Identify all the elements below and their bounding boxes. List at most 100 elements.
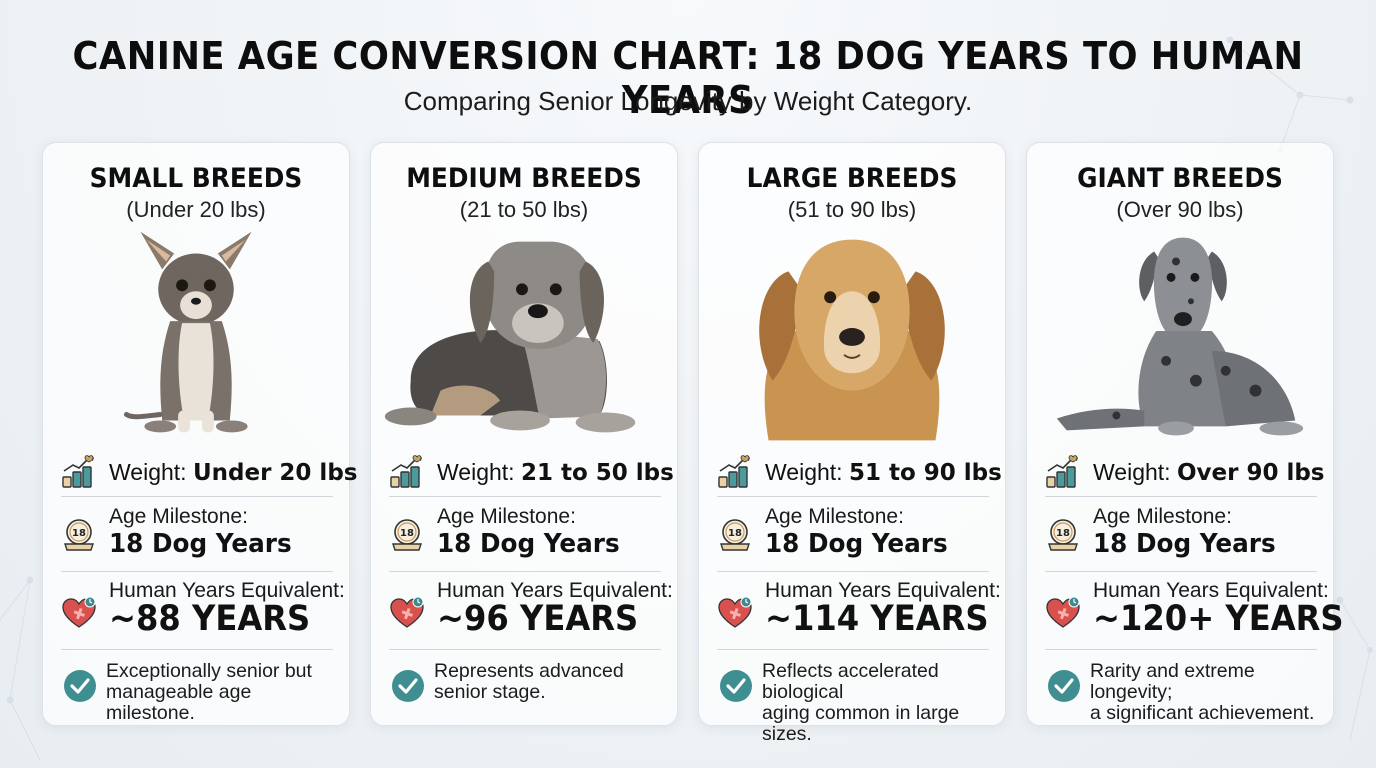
weight-value: Over 90 lbs [1176,460,1325,486]
card-giant-breeds: GIANT BREEDS (Over 90 lbs) Weight: Over … [1026,142,1344,726]
weight-chart-icon [717,455,753,491]
weight-label: Weight: [765,459,843,485]
note-row: Exceptionally senior but manageable age m… [61,661,333,724]
milestone-value: 18 Dog Years [1093,529,1276,559]
note-line: Exceptionally senior but [106,660,312,682]
weight-value: 21 to 50 lbs [520,460,674,486]
milestone-badge-icon [389,517,425,553]
card-title: MEDIUM BREEDS [406,163,642,194]
milestone-badge-icon [61,517,97,553]
weight-row: Weight: Under 20 lbs [61,453,357,493]
note-line: Represents advanced [434,660,624,682]
divider [717,571,989,572]
note-line: manageable age milestone. [106,681,252,724]
card-title: SMALL BREEDS [89,163,303,194]
heart-icon [717,595,753,631]
weight-chart-icon [1045,455,1081,491]
milestone-label: Age Milestone: [765,505,904,528]
note-line: senior stage. [434,681,546,703]
card-weight-range: (21 to 50 lbs) [459,197,589,222]
weight-text: Weight: Under 20 lbs [109,459,357,486]
note-line: a significant achievement. [1090,702,1315,724]
milestone-label: Age Milestone: [437,505,576,528]
divider [61,649,333,650]
milestone-label: Age Milestone: [109,505,248,528]
divider [717,649,989,650]
note-text: Represents advanced senior stage. [434,661,624,703]
beagle-dog-photo [384,241,636,433]
check-circle-icon [719,669,753,703]
milestone-row: Age Milestone: 18 Dog Years [61,505,333,569]
note-line: aging common in large sizes. [762,702,960,745]
great-dane-dog-photo [1056,237,1304,436]
weight-text: Weight: 51 to 90 lbs [765,459,1002,486]
human-years-value: ~120+ YEARS [1093,599,1344,639]
human-years-row: Human Years Equivalent: ~88 YEARS [61,579,345,649]
check-circle-icon [63,669,97,703]
human-years-label: Human Years Equivalent: [765,579,1001,602]
human-years-value: ~114 YEARS [765,599,989,639]
card-weight-range: (Under 20 lbs) [126,197,266,222]
human-years-value: ~88 YEARS [109,599,311,639]
weight-label: Weight: [1093,459,1171,485]
human-years-row: Human Years Equivalent: ~120+ YEARS [1045,579,1344,649]
note-line: Reflects accelerated biological [762,660,939,703]
human-years-label: Human Years Equivalent: [1093,579,1329,602]
check-circle-icon [1047,669,1081,703]
human-years-label: Human Years Equivalent: [437,579,673,602]
card-title: GIANT BREEDS [1077,163,1283,194]
divider [61,496,333,497]
note-row: Reflects accelerated biological aging com… [717,661,989,745]
human-years-value: ~96 YEARS [437,599,639,639]
milestone-value: 18 Dog Years [109,529,292,559]
human-years-row: Human Years Equivalent: ~96 YEARS [389,579,673,649]
divider [389,496,661,497]
card-medium-breeds: MEDIUM BREEDS (21 to 50 lbs) Weight: 21 … [370,142,678,726]
divider [1045,571,1317,572]
check-circle-icon [391,669,425,703]
weight-row: Weight: Over 90 lbs [1045,453,1325,493]
card-large-breeds: LARGE BREEDS (51 to 90 lbs) Weight: 51 t… [698,142,1006,745]
card-small-breeds: SMALL BREEDS (Under 20 lbs) Weight: Unde… [42,142,357,726]
chihuahua-dog-photo [123,231,252,433]
heart-icon [1045,595,1081,631]
human-years-row: Human Years Equivalent: ~114 YEARS [717,579,1001,649]
weight-label: Weight: [437,459,515,485]
milestone-badge-icon [1045,517,1081,553]
human-years-label: Human Years Equivalent: [109,579,345,602]
milestone-row: Age Milestone: 18 Dog Years [389,505,661,569]
weight-label: Weight: [109,459,187,485]
divider [717,496,989,497]
weight-text: Weight: 21 to 50 lbs [437,459,674,486]
divider [389,571,661,572]
weight-chart-icon [61,455,97,491]
note-text: Exceptionally senior but manageable age m… [106,661,333,724]
weight-value: 51 to 90 lbs [848,460,1002,486]
page-subtitle: Comparing Senior Longevity by Weight Cat… [403,86,973,116]
divider [1045,649,1317,650]
weight-row: Weight: 51 to 90 lbs [717,453,1002,493]
divider [389,649,661,650]
milestone-value: 18 Dog Years [437,529,620,559]
note-row: Rarity and extreme longevity; a significa… [1045,661,1317,724]
weight-chart-icon [389,455,425,491]
milestone-row: Age Milestone: 18 Dog Years [717,505,989,569]
note-text: Rarity and extreme longevity; a significa… [1090,661,1317,724]
heart-icon [61,595,97,631]
divider [1045,496,1317,497]
card-weight-range: (51 to 90 lbs) [787,197,917,222]
milestone-badge-icon [717,517,753,553]
card-weight-range: (Over 90 lbs) [1116,197,1244,222]
card-title: LARGE BREEDS [746,163,958,194]
note-text: Reflects accelerated biological aging com… [762,661,989,745]
golden-retriever-dog-photo [759,239,945,441]
weight-text: Weight: Over 90 lbs [1093,459,1325,486]
heart-icon [389,595,425,631]
note-row: Represents advanced senior stage. [389,661,661,709]
milestone-value: 18 Dog Years [765,529,948,559]
weight-row: Weight: 21 to 50 lbs [389,453,674,493]
milestone-label: Age Milestone: [1093,505,1232,528]
note-line: Rarity and extreme longevity; [1090,660,1255,703]
milestone-row: Age Milestone: 18 Dog Years [1045,505,1317,569]
page-title: CANINE AGE CONVERSION CHART: 18 DOG YEAR… [72,34,1304,122]
